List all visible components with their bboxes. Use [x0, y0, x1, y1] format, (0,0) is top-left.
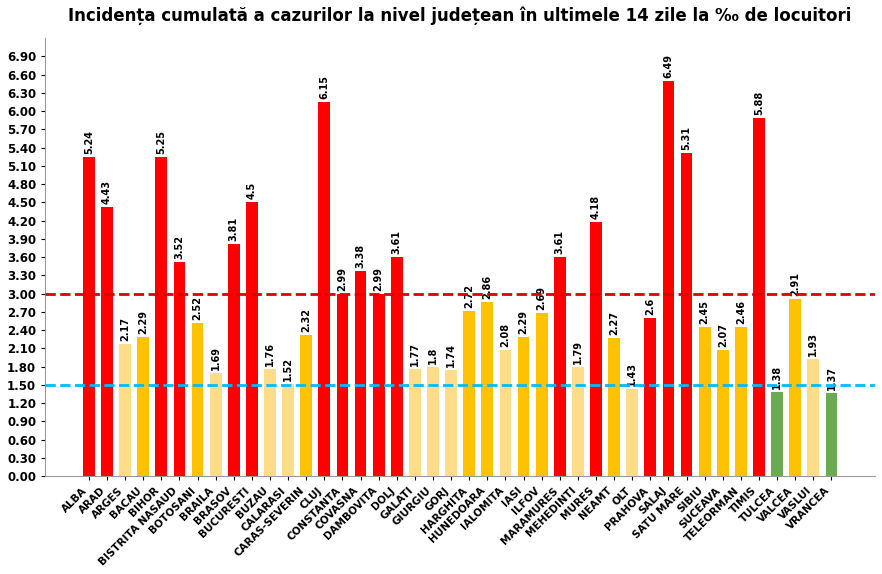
- Bar: [699, 327, 711, 476]
- Bar: [246, 203, 258, 476]
- Bar: [119, 344, 131, 476]
- Text: 6.15: 6.15: [319, 75, 329, 99]
- Bar: [482, 302, 493, 476]
- Text: 3.52: 3.52: [175, 235, 184, 259]
- Text: 1.52: 1.52: [283, 356, 293, 381]
- Text: 1.79: 1.79: [573, 340, 583, 364]
- Bar: [572, 367, 584, 476]
- Bar: [174, 262, 185, 476]
- Text: 1.76: 1.76: [265, 342, 275, 366]
- Bar: [681, 153, 692, 476]
- Bar: [609, 338, 620, 476]
- Text: 2.72: 2.72: [464, 284, 475, 308]
- Bar: [554, 257, 565, 476]
- Bar: [499, 350, 512, 476]
- Text: 2.17: 2.17: [120, 317, 130, 341]
- Text: 2.07: 2.07: [718, 323, 728, 347]
- Bar: [445, 370, 457, 476]
- Bar: [427, 367, 439, 476]
- Text: 3.61: 3.61: [392, 230, 401, 254]
- Bar: [210, 374, 221, 476]
- Text: 2.99: 2.99: [374, 267, 384, 291]
- Bar: [391, 257, 402, 476]
- Text: 2.69: 2.69: [536, 285, 547, 309]
- Text: 1.37: 1.37: [826, 366, 836, 390]
- Bar: [590, 222, 602, 476]
- Text: 2.99: 2.99: [338, 267, 348, 291]
- Bar: [735, 327, 747, 476]
- Bar: [155, 157, 168, 476]
- Text: 3.38: 3.38: [355, 243, 365, 267]
- Bar: [717, 350, 729, 476]
- Text: 2.52: 2.52: [192, 296, 203, 320]
- Bar: [463, 311, 475, 476]
- Bar: [228, 245, 240, 476]
- Bar: [626, 389, 638, 476]
- Text: 1.77: 1.77: [410, 342, 420, 366]
- Bar: [101, 207, 113, 476]
- Bar: [771, 392, 783, 476]
- Bar: [300, 335, 312, 476]
- Text: 2.6: 2.6: [646, 298, 655, 315]
- Bar: [826, 393, 837, 476]
- Bar: [807, 359, 819, 476]
- Bar: [138, 337, 149, 476]
- Text: 5.24: 5.24: [84, 130, 93, 154]
- Bar: [789, 299, 801, 476]
- Text: 2.08: 2.08: [500, 323, 511, 347]
- Bar: [264, 369, 276, 476]
- Text: 2.46: 2.46: [736, 300, 746, 324]
- Text: 4.5: 4.5: [247, 182, 257, 199]
- Bar: [318, 102, 330, 476]
- Text: 1.93: 1.93: [808, 332, 818, 356]
- Text: 2.86: 2.86: [482, 275, 492, 299]
- Text: 5.31: 5.31: [682, 126, 691, 150]
- Title: Incidența cumulată a cazurilor la nivel județean în ultimele 14 zile la ‰ de loc: Incidența cumulată a cazurilor la nivel …: [69, 7, 852, 25]
- Text: 2.29: 2.29: [519, 310, 528, 334]
- Bar: [518, 337, 529, 476]
- Text: 5.25: 5.25: [156, 130, 167, 154]
- Text: 1.43: 1.43: [627, 362, 637, 386]
- Text: 1.69: 1.69: [211, 346, 220, 370]
- Text: 1.74: 1.74: [446, 343, 456, 367]
- Bar: [645, 318, 656, 476]
- Bar: [373, 294, 385, 476]
- Text: 4.18: 4.18: [591, 195, 601, 219]
- Text: 6.49: 6.49: [663, 55, 674, 78]
- Text: 2.29: 2.29: [138, 310, 148, 334]
- Text: 2.32: 2.32: [301, 308, 311, 332]
- Text: 5.88: 5.88: [754, 91, 764, 115]
- Bar: [662, 82, 675, 476]
- Bar: [83, 157, 94, 476]
- Bar: [191, 323, 204, 476]
- Bar: [337, 294, 348, 476]
- Bar: [753, 118, 765, 476]
- Text: 2.45: 2.45: [699, 300, 710, 324]
- Bar: [355, 270, 366, 476]
- Text: 1.8: 1.8: [428, 346, 438, 364]
- Text: 4.43: 4.43: [102, 180, 112, 204]
- Bar: [409, 369, 421, 476]
- Text: 3.61: 3.61: [555, 230, 564, 254]
- Bar: [535, 313, 548, 476]
- Text: 2.27: 2.27: [609, 311, 619, 335]
- Text: 3.81: 3.81: [228, 217, 239, 242]
- Text: 1.38: 1.38: [772, 365, 782, 389]
- Bar: [282, 384, 294, 476]
- Text: 2.91: 2.91: [790, 272, 800, 296]
